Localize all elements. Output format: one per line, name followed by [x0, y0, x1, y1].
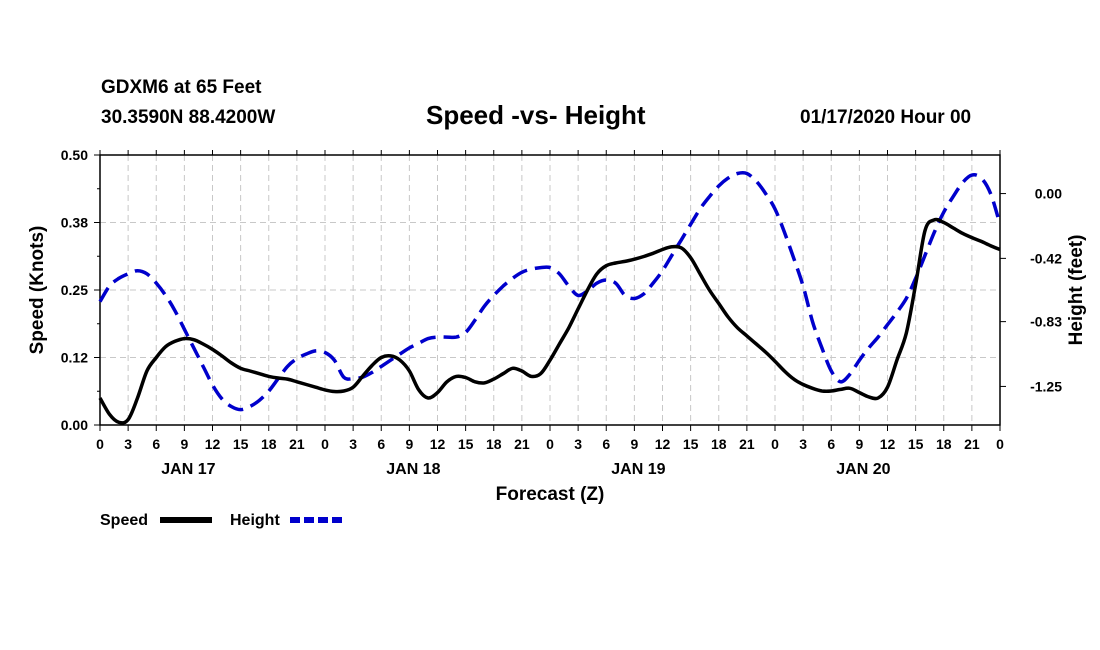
x-axis-label: Forecast (Z) [496, 484, 605, 505]
x-tick-label: 12 [430, 436, 446, 452]
legend-height-label: Height [230, 512, 280, 529]
x-tick-label: 9 [855, 436, 863, 452]
y-right-tick-label: -1.25 [1030, 378, 1062, 394]
x-tick-label: 9 [630, 436, 638, 452]
y-left-tick-label: 0.12 [61, 350, 88, 366]
day-label: JAN 19 [611, 461, 665, 478]
x-tick-label: 18 [261, 436, 277, 452]
chart-title: Speed -vs- Height [426, 100, 646, 130]
y-right-tick-label: -0.83 [1030, 314, 1062, 330]
x-tick-label: 18 [711, 436, 727, 452]
series-layer [98, 170, 1002, 425]
y-axis-left-label: Speed (Knots) [27, 226, 48, 355]
x-tick-label: 12 [880, 436, 896, 452]
x-tick-label: 6 [152, 436, 160, 452]
x-tick-label: 15 [683, 436, 699, 452]
x-tick-label: 6 [602, 436, 610, 452]
coordinates-label: 30.3590N 88.4200W [101, 107, 276, 128]
x-tick-label: 21 [514, 436, 530, 452]
x-tick-label: 3 [349, 436, 357, 452]
x-tick-label: 18 [936, 436, 952, 452]
legend: Speed Height [100, 512, 342, 529]
series-line-height [98, 170, 1002, 412]
y-right-tick-label: -0.42 [1030, 250, 1062, 266]
y-axis-right: 0.00 -0.42 -0.83 -1.25 [1000, 186, 1062, 394]
x-tick-label: 18 [486, 436, 502, 452]
x-tick-label: 3 [799, 436, 807, 452]
x-tick-label: 0 [546, 436, 554, 452]
x-tick-label: 21 [739, 436, 755, 452]
y-left-tick-label: 0.00 [61, 417, 88, 433]
x-tick-label: 15 [908, 436, 924, 452]
x-tick-label: 0 [96, 436, 104, 452]
y-axis-right-label: Height (feet) [1066, 235, 1087, 346]
x-tick-label: 9 [180, 436, 188, 452]
x-tick-label: 15 [458, 436, 474, 452]
x-tick-label: 3 [574, 436, 582, 452]
x-tick-label: 3 [124, 436, 132, 452]
y-axis-left: 0.00 0.12 0.25 0.38 0.50 [61, 147, 100, 433]
x-tick-label: 6 [827, 436, 835, 452]
y-left-tick-label: 0.38 [61, 215, 88, 231]
grid [100, 155, 1000, 425]
day-label: JAN 17 [161, 461, 215, 478]
x-tick-label: 21 [964, 436, 980, 452]
x-tick-label: 9 [405, 436, 413, 452]
x-tick-label: 12 [655, 436, 671, 452]
day-label: JAN 20 [836, 461, 890, 478]
x-tick-label: 0 [321, 436, 329, 452]
x-tick-label: 21 [289, 436, 305, 452]
x-axis: 0 3 6 9 12 15 18 21 0 3 6 9 12 15 18 21 0 3 6 9 12 15 18 21 0 3 6 9… [96, 150, 1004, 478]
y-right-tick-label: 0.00 [1035, 186, 1062, 202]
x-tick-label: 15 [233, 436, 249, 452]
run-info-label: 01/17/2020 Hour 00 [800, 107, 972, 128]
y-left-tick-label: 0.25 [61, 282, 88, 298]
day-label: JAN 18 [386, 461, 440, 478]
x-tick-label: 6 [377, 436, 385, 452]
x-tick-label: 0 [771, 436, 779, 452]
x-tick-label: 0 [996, 436, 1004, 452]
y-left-tick-label: 0.50 [61, 147, 88, 163]
x-tick-label: 12 [205, 436, 221, 452]
legend-speed-label: Speed [100, 512, 148, 529]
station-label: GDXM6 at 65 Feet [101, 77, 262, 98]
series-line-speed [98, 217, 1001, 425]
